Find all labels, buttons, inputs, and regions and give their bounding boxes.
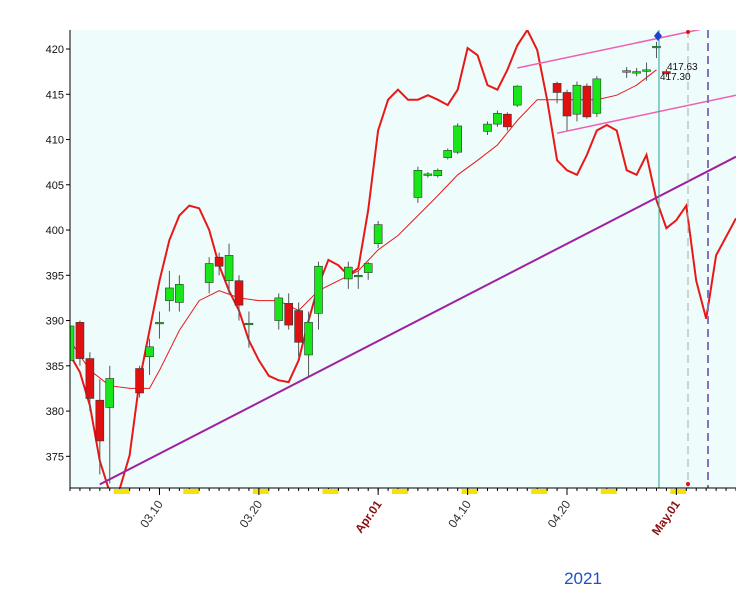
candle-body — [632, 71, 641, 74]
x-tick-label: 04.10 — [445, 497, 474, 530]
candle-body — [503, 113, 512, 128]
year-label: 2021 — [564, 569, 602, 588]
candle-body — [155, 322, 164, 325]
candle-body — [145, 346, 154, 358]
x-tick-label: 03.20 — [237, 497, 266, 530]
candle-body — [214, 256, 224, 267]
weekend-marker — [252, 489, 269, 494]
candle-body — [562, 92, 572, 117]
indicator-line — [70, 30, 736, 488]
candle-body — [453, 125, 462, 153]
candle-body — [274, 297, 284, 321]
y-tick-label: 415 — [46, 89, 64, 101]
weekend-marker — [322, 489, 339, 494]
candle-body — [284, 303, 293, 326]
candle-body — [165, 287, 174, 301]
candle-body — [224, 255, 234, 282]
indicator-line — [556, 94, 736, 134]
candle-body — [622, 70, 631, 73]
candle-body — [244, 322, 254, 326]
candle-body — [592, 78, 602, 114]
weekend-marker — [113, 489, 130, 494]
candle-body — [353, 274, 363, 278]
indicator-line — [517, 30, 702, 69]
candle-body — [662, 71, 671, 74]
y-tick-label: 410 — [46, 135, 64, 147]
candle-body — [483, 123, 492, 132]
marker — [686, 482, 690, 486]
candle-body — [234, 280, 244, 306]
candle-body — [314, 265, 323, 314]
candle-body — [363, 263, 373, 273]
weekend-marker — [670, 489, 687, 494]
candle-body — [413, 169, 423, 198]
weekend-marker — [531, 489, 548, 494]
candle-body — [75, 322, 85, 359]
plot — [70, 30, 736, 488]
price-label: 417.63 — [667, 62, 698, 73]
candle-body — [95, 399, 105, 442]
candle-body — [304, 322, 313, 356]
candle-body — [294, 310, 303, 343]
weekend-marker — [183, 489, 200, 494]
x-tick-label: Apr.01 — [352, 497, 385, 535]
y-tick-label: 390 — [46, 316, 64, 328]
candle-body — [493, 112, 502, 125]
candle-body — [105, 378, 115, 408]
candle-body — [204, 263, 214, 283]
candle-body — [572, 84, 582, 115]
candle-body — [373, 224, 383, 244]
candle-body — [135, 368, 144, 394]
candle-body — [85, 358, 95, 399]
weekend-marker — [600, 489, 617, 494]
plot-area — [70, 30, 736, 488]
candle-body — [433, 169, 443, 177]
x-tick-label: 03.10 — [137, 497, 166, 530]
y-tick-label: 405 — [46, 180, 64, 192]
candle-body — [552, 83, 562, 93]
candle-body — [423, 173, 433, 176]
candle-body — [582, 85, 592, 118]
candle-body — [513, 85, 522, 106]
y-tick-label: 395 — [46, 270, 64, 282]
candle-body — [344, 266, 353, 280]
indicator-line — [99, 155, 736, 486]
y-tick-label: 400 — [46, 225, 64, 237]
candle-body — [443, 150, 453, 158]
weekend-marker — [461, 489, 478, 494]
price-label: 417.30 — [660, 72, 691, 83]
candle-body — [175, 284, 184, 303]
x-tick-label: 04.20 — [545, 497, 574, 530]
candle-body — [70, 325, 75, 361]
y-tick-label: 380 — [46, 406, 64, 418]
y-tick-label: 385 — [46, 361, 64, 373]
y-tick-label: 375 — [46, 451, 64, 463]
candle-body — [652, 45, 661, 49]
marker — [654, 31, 662, 41]
candle-body — [642, 69, 651, 72]
x-tick-label: May.01 — [649, 497, 683, 537]
y-tick-label: 420 — [46, 44, 64, 56]
marker — [686, 30, 690, 34]
weekend-marker — [392, 489, 409, 494]
